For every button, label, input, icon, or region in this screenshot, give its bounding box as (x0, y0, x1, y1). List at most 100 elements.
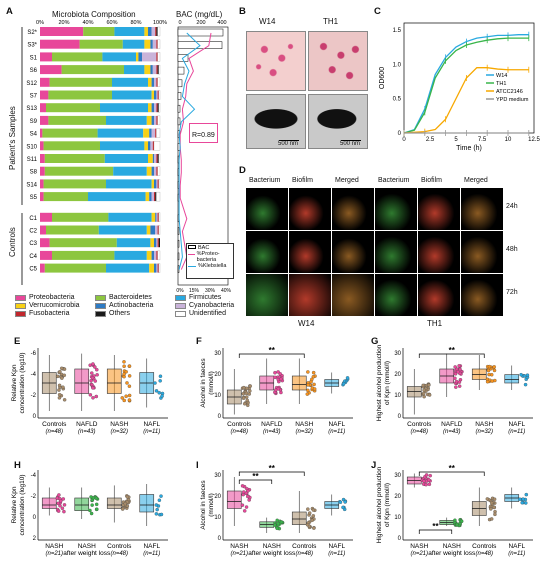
a-sample-label: S10 (26, 144, 37, 150)
panel-label-d: D (239, 165, 246, 176)
a-bottom-tick: 30% (205, 288, 216, 294)
box (41, 497, 57, 509)
a-bac-bar (177, 28, 224, 37)
data-point (459, 519, 464, 524)
data-point (306, 388, 310, 393)
data-point (343, 500, 347, 504)
a-bar-segment (40, 141, 44, 151)
data-point (93, 365, 97, 369)
th1-tem-image: 500 nm (308, 94, 368, 149)
a-bar-segment (106, 115, 147, 125)
group-n: (n=48) (110, 551, 128, 557)
c-x-tick: 10 (505, 137, 512, 143)
a-bac-bar (177, 117, 181, 126)
a-bar-segment (157, 39, 161, 49)
panel-a-stacked-bar-chart: 0% 20% 40% 60% 80% 100% S2* S3* S1 S6 S12 S7 S13 S9 S4… (21, 20, 232, 294)
data-point (522, 374, 527, 378)
data-point (518, 497, 522, 501)
d-micrograph-tile (246, 274, 288, 316)
a-bar-segment (149, 128, 152, 138)
legend-swatch (15, 310, 26, 317)
a-sample-label: C4 (29, 254, 37, 260)
data-point (244, 491, 249, 495)
a-bar-segment (148, 154, 153, 163)
a-bar-segment (152, 154, 154, 163)
data-point (94, 496, 99, 501)
d-micrograph-tile (461, 231, 503, 273)
group-label: Controls (107, 543, 132, 550)
a-bar-segment (150, 225, 156, 235)
a-bar-segment (151, 192, 154, 202)
a-bar-segment (155, 192, 157, 202)
a-sample-label: S5 (30, 195, 38, 201)
a-bar-segment (156, 179, 158, 189)
bac-swatch (188, 245, 196, 249)
group-n: (n=21) (45, 551, 63, 557)
a-bar-segment (144, 39, 151, 49)
data-point (59, 366, 64, 371)
data-point (159, 494, 163, 498)
legend-grid: Proteobacteria Bacteroidetes Firmicutes Ver… (15, 294, 245, 317)
group-label: after weight loss (63, 550, 111, 557)
data-point (61, 497, 66, 501)
panel-label-b: B (239, 6, 246, 17)
a-bar-segment (156, 128, 161, 138)
a-bar-segment (154, 103, 157, 113)
panel-label-i: I (196, 460, 199, 471)
data-point (125, 495, 130, 499)
a-bar-segment (97, 128, 144, 138)
data-point (525, 373, 530, 377)
panel-a-group-controls: Controls (8, 227, 17, 257)
data-point (57, 383, 62, 388)
data-point (312, 387, 317, 391)
a-bar-segment (158, 263, 161, 273)
data-point (127, 393, 132, 398)
a-bar-segment (138, 52, 142, 62)
a-bar-segment (48, 90, 112, 100)
a-bac-bar (177, 66, 185, 75)
a-sample-label: S13 (26, 106, 37, 112)
c-xlabel: Time (h) (456, 145, 482, 152)
data-point (492, 505, 496, 510)
data-point (457, 380, 462, 384)
group-n: (n=11) (328, 551, 345, 557)
y-tick: 20 (214, 372, 221, 378)
y-label: (mmol/l) (208, 371, 215, 394)
data-point (489, 500, 494, 505)
data-point (341, 381, 346, 386)
data-point (245, 398, 249, 403)
data-point (338, 500, 343, 504)
a-bar-segment (40, 39, 80, 49)
a-bar-segment (79, 39, 123, 49)
a-bar-segment (156, 238, 158, 248)
data-point (90, 371, 94, 375)
data-point (427, 393, 432, 397)
d-micrograph-tile (418, 274, 460, 316)
data-point (244, 386, 249, 391)
a-bar-segment (157, 238, 159, 248)
group-label: NASH (295, 421, 313, 428)
legend-label: Actinobacteria (109, 302, 154, 309)
data-point (242, 509, 247, 513)
a-bac-bar (177, 252, 180, 261)
group-n: (n=11) (508, 551, 525, 557)
a-bar-segment (146, 250, 152, 260)
group-label: NAFL (328, 421, 345, 428)
a-percent-tick: 0% (36, 20, 44, 26)
group-label: NAFL (143, 421, 160, 428)
panel-label-f: F (196, 336, 202, 347)
group-n: (n=48) (295, 551, 313, 557)
d-micrograph-tile (375, 274, 417, 316)
a-sample-label: S8 (30, 170, 38, 176)
a-bar-segment (40, 250, 52, 260)
legend-label: Bacteroidetes (109, 294, 152, 301)
data-point (493, 512, 497, 517)
a-bar-segment (157, 225, 159, 235)
a-sample-label: S14 (26, 182, 37, 188)
a-bar-segment (42, 128, 98, 138)
y-tick: 0 (33, 414, 37, 420)
data-point (456, 369, 460, 374)
group-label: NAFL (508, 421, 525, 428)
data-point (422, 388, 426, 393)
data-point (306, 507, 310, 511)
